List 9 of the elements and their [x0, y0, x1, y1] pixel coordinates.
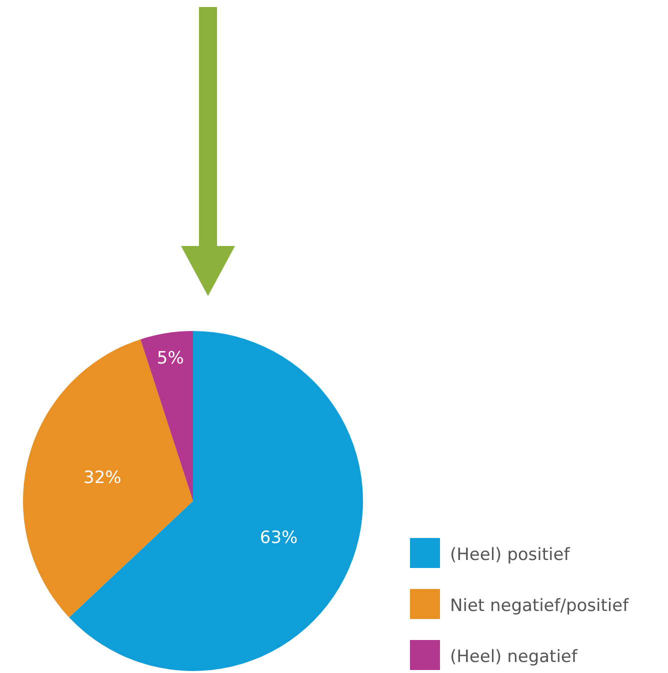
- pie-slice: [23, 339, 193, 618]
- pie-slice: [140, 331, 193, 501]
- legend-label: (Heel) negatief: [450, 647, 578, 667]
- legend-label: Niet negatief/positief: [450, 596, 630, 616]
- data-label: 63%: [260, 528, 298, 548]
- pie-slice: [69, 331, 363, 671]
- legend-label: (Heel) positief: [450, 545, 571, 565]
- data-label: 32%: [84, 468, 122, 488]
- data-label: 5%: [156, 348, 184, 368]
